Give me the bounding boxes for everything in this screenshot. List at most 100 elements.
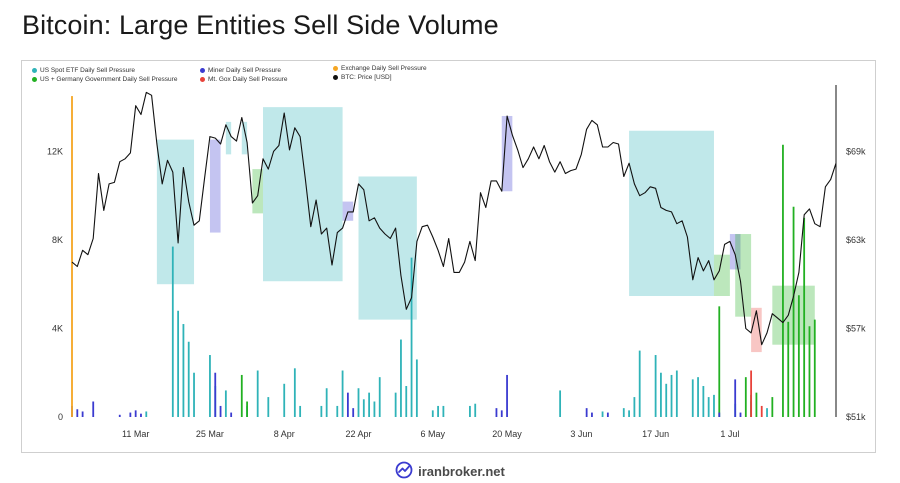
axis-labels: 0 4K 8K 12K $51k $57k $63k $69k 11 Mar 25 Mar 8 Ap… [47,146,866,439]
bar-0-52 [766,408,768,417]
bar-0-40 [654,355,657,417]
legend-item-etf: US Spot ETF Daily Sell Pressure [32,67,135,74]
bar-2-13 [495,408,498,417]
bar-0-31 [442,405,445,417]
page-title: Bitcoin: Large Entities Sell Side Volume [22,10,499,40]
bar-2-19 [718,412,721,417]
bar-0-24 [394,392,397,417]
bar-0-17 [336,405,339,417]
bar-1-12 [808,326,811,417]
bar-2-6 [134,410,137,417]
bar-0-35 [601,411,604,417]
legend-label-exchange: Exchange Daily Sell Pressure [341,65,427,72]
bar-0-11 [267,397,270,417]
bar-0-5 [193,372,195,417]
bar-2-3 [92,401,95,417]
x-tick-4: 6 May [421,429,446,439]
highlight-region-12 [735,234,752,317]
brand-text: iranbroker.net [418,464,505,479]
bar-0-27 [410,257,413,417]
y-right-tick-0: $51k [846,412,866,422]
y-left-tick-3: 12K [47,146,63,156]
bar-2-14 [500,410,503,417]
bar-0-30 [437,405,439,417]
highlight-region-9 [629,130,714,297]
x-tick-0: 11 Mar [122,429,149,439]
legend-item-mtgox: Mt. Gox Daily Sell Pressure [200,76,287,83]
highlight-region-11 [729,234,741,270]
legend-label-btc-price: BTC: Price [USD] [341,74,392,81]
bar-0-39 [638,350,641,417]
bar-0-28 [415,359,418,417]
highlight-region-1 [209,139,221,233]
highlight-region-5 [263,107,343,282]
bar-2-11 [346,392,349,417]
bar-0-6 [209,355,211,417]
bar-0-14 [299,405,302,417]
bar-2-18 [606,412,609,417]
y-right-tick-1: $57k [846,323,866,333]
bar-0-16 [325,388,328,417]
bar-2-15 [506,374,508,417]
legend-label-etf: US Spot ETF Daily Sell Pressure [40,67,136,74]
bar-0-1 [171,246,174,417]
highlight-region-13 [751,307,762,353]
legend-item-government: US + Germany Government Daily Sell Press… [32,76,177,83]
bar-0-20 [362,399,365,417]
bar-0-34 [559,390,562,417]
brand-footer: iranbroker.net [0,461,900,482]
bar-0-22 [373,401,376,417]
bar-0-23 [378,377,381,417]
legend-item-btc-price: BTC: Price [USD] [333,74,392,81]
bar-series [71,96,816,418]
highlight-region-7 [358,176,417,320]
bar-0-8 [224,390,227,417]
x-tick-6: 3 Jun [570,429,592,439]
bar-1-0 [240,374,243,417]
bar-0-42 [665,383,668,417]
bar-0-3 [182,324,185,417]
legend-dot-mtgox [200,76,205,82]
bar-2-4 [118,414,121,417]
legend-label-miner: Miner Daily Sell Pressure [208,67,281,74]
x-tick-2: 8 Apr [274,429,295,439]
bar-3-1 [760,405,763,417]
bar-2-10 [230,412,233,417]
bar-0-12 [283,383,286,417]
bar-2-16 [585,408,588,417]
bar-0-38 [633,397,636,417]
bar-2-12 [352,408,355,417]
legend-item-miner: Miner Daily Sell Pressure [200,67,281,74]
chart-frame: US Spot ETF Daily Sell Pressure US + Ger… [21,60,876,453]
bar-2-9 [219,405,222,417]
bar-0-19 [357,388,360,417]
highlight-region-4 [252,169,263,214]
bar-0-26 [405,386,408,417]
bar-2-5 [129,412,132,417]
legend-label-government: US + Germany Government Daily Sell Press… [40,76,178,83]
bar-1-9 [792,206,795,417]
y-left-tick-1: 4K [52,323,63,333]
legend-dot-government [32,76,37,82]
bar-1-1 [246,401,248,417]
price-line-group [71,85,837,417]
y-left-tick-2: 8K [52,235,63,245]
highlight-region-3 [241,121,248,155]
bar-0-13 [293,368,296,417]
y-right-tick-2: $63k [846,235,866,245]
bar-0-15 [320,405,323,417]
bar-0-2 [177,310,180,417]
highlight-region-10 [713,254,730,297]
legend-dot-etf [32,67,37,73]
x-tick-3: 22 Apr [345,429,371,439]
highlight-region-6 [342,201,354,221]
legend-dot-miner [200,67,205,73]
x-tick-8: 1 Jul [720,429,739,439]
btc-price-line [71,91,837,346]
bar-3-0 [750,370,753,417]
x-tick-1: 25 Mar [196,429,224,439]
legend-dot-exchange [333,65,338,71]
bar-0-36 [622,408,625,417]
bar-2-20 [734,379,737,417]
